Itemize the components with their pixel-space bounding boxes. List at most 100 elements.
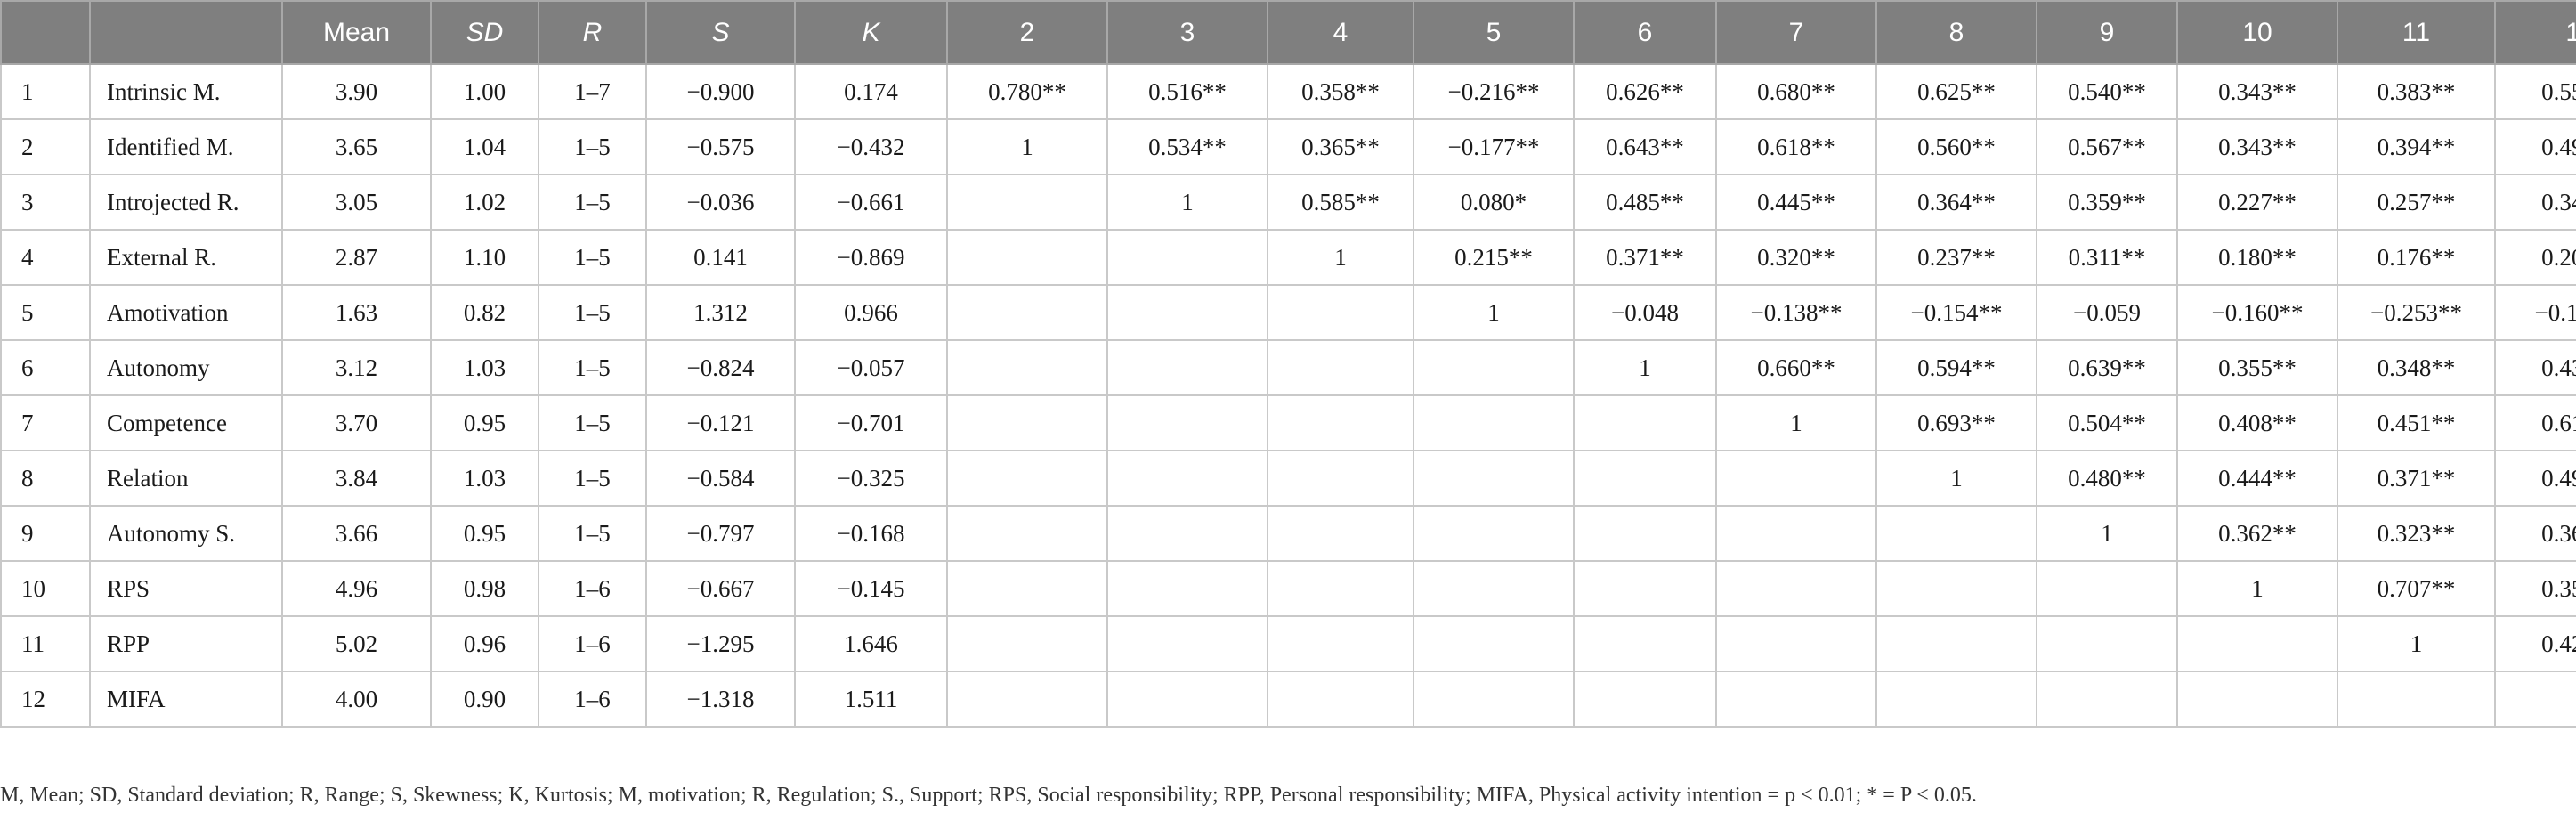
table-cell: 1 bbox=[1106, 174, 1268, 231]
table-cell: 0.257** bbox=[2337, 174, 2496, 231]
table-cell: 0.95 bbox=[430, 505, 539, 562]
row-number-cell: 12 bbox=[0, 671, 91, 728]
row-number-cell: 7 bbox=[0, 394, 91, 451]
variable-name-cell: Amotivation bbox=[89, 284, 283, 341]
table-cell: 0.95 bbox=[430, 394, 539, 451]
table-cell: −0.154** bbox=[1875, 284, 2037, 341]
variable-name-cell: RPS bbox=[89, 560, 283, 617]
table-cell bbox=[1106, 505, 1268, 562]
table-cell: 0.343** bbox=[2176, 63, 2338, 120]
table-cell bbox=[1875, 671, 2037, 728]
table-cell bbox=[946, 284, 1108, 341]
table-cell: 1.511 bbox=[794, 671, 948, 728]
table-cell bbox=[1573, 615, 1717, 672]
table-row: 6 Autonomy 3.12 1.03 1–5 −0.824 −0.057 1 0.660**… bbox=[0, 339, 2576, 396]
table-cell: 1–5 bbox=[538, 229, 647, 286]
variable-name-cell: Introjected R. bbox=[89, 174, 283, 231]
table-cell: −0.797 bbox=[645, 505, 796, 562]
table-cell bbox=[1267, 615, 1414, 672]
table-cell: 0.540** bbox=[2036, 63, 2178, 120]
table-cell: −0.701 bbox=[794, 394, 948, 451]
table-cell: 0.90 bbox=[430, 671, 539, 728]
table-row: 3 Introjected R. 3.05 1.02 1–5 −0.036 −0.661 1 0… bbox=[0, 174, 2576, 231]
table-cell bbox=[1875, 505, 2037, 562]
table-cell: 0.451** bbox=[2337, 394, 2496, 451]
table-cell bbox=[1413, 339, 1575, 396]
column-header: K bbox=[794, 0, 948, 65]
table-cell bbox=[1715, 671, 1877, 728]
table-cell: 0.364** bbox=[1875, 174, 2037, 231]
table-cell: 0.359** bbox=[2036, 174, 2178, 231]
table-cell: 3.90 bbox=[281, 63, 432, 120]
table-cell bbox=[1413, 450, 1575, 507]
table-cell bbox=[946, 505, 1108, 562]
table-cell bbox=[1573, 671, 1717, 728]
table-cell: −0.145** bbox=[2494, 284, 2576, 341]
table-cell: −0.177** bbox=[1413, 118, 1575, 175]
table-cell: 1–5 bbox=[538, 284, 647, 341]
table-cell: 1–5 bbox=[538, 505, 647, 562]
table-cell: 1.63 bbox=[281, 284, 432, 341]
table-cell bbox=[946, 174, 1108, 231]
column-header bbox=[0, 0, 91, 65]
column-header: 8 bbox=[1875, 0, 2037, 65]
table-cell: 1.312 bbox=[645, 284, 796, 341]
table-cell bbox=[1573, 505, 1717, 562]
table-cell: 1–6 bbox=[538, 615, 647, 672]
column-header bbox=[89, 0, 283, 65]
table-cell: 3.84 bbox=[281, 450, 432, 507]
table-cell: 1.03 bbox=[430, 339, 539, 396]
table-cell: 3.66 bbox=[281, 505, 432, 562]
variable-name-cell: RPP bbox=[89, 615, 283, 672]
table-cell: 1–5 bbox=[538, 174, 647, 231]
table-cell: 0.174 bbox=[794, 63, 948, 120]
table-cell: 3.12 bbox=[281, 339, 432, 396]
table-cell bbox=[1106, 615, 1268, 672]
column-header: Mean bbox=[281, 0, 432, 65]
table-header: MeanSDRSK23456789101112 bbox=[0, 0, 2576, 65]
table-cell: 0.96 bbox=[430, 615, 539, 672]
table-cell bbox=[946, 560, 1108, 617]
table-cell: 4.00 bbox=[281, 671, 432, 728]
table-cell: −0.160** bbox=[2176, 284, 2338, 341]
table-cell: −0.661 bbox=[794, 174, 948, 231]
table-cell: 0.348** bbox=[2337, 339, 2496, 396]
table-cell: −0.145 bbox=[794, 560, 948, 617]
table-cell: 0.693** bbox=[1875, 394, 2037, 451]
table-cell: 0.323** bbox=[2337, 505, 2496, 562]
table-cell: −0.584 bbox=[645, 450, 796, 507]
table-cell bbox=[1267, 284, 1414, 341]
table-cell bbox=[1267, 505, 1414, 562]
table-cell bbox=[1106, 229, 1268, 286]
table-cell: 1–5 bbox=[538, 394, 647, 451]
table-cell bbox=[1413, 615, 1575, 672]
column-header: S bbox=[645, 0, 796, 65]
table-cell: 0.408** bbox=[2176, 394, 2338, 451]
table-cell: −0.900 bbox=[645, 63, 796, 120]
table-cell: −0.575 bbox=[645, 118, 796, 175]
table-cell bbox=[1267, 339, 1414, 396]
table-cell bbox=[1106, 560, 1268, 617]
table-cell: 0.560** bbox=[1875, 118, 2037, 175]
row-number-cell: 8 bbox=[0, 450, 91, 507]
table-cell bbox=[1106, 284, 1268, 341]
row-number-cell: 11 bbox=[0, 615, 91, 672]
table-cell: 0.237** bbox=[1875, 229, 2037, 286]
table-cell: 0.200** bbox=[2494, 229, 2576, 286]
table-cell: 3.65 bbox=[281, 118, 432, 175]
row-number-cell: 9 bbox=[0, 505, 91, 562]
variable-name-cell: Intrinsic M. bbox=[89, 63, 283, 120]
table-cell: 0.445** bbox=[1715, 174, 1877, 231]
table-cell: 0.227** bbox=[2176, 174, 2338, 231]
table-cell bbox=[1106, 339, 1268, 396]
table-cell: −0.869 bbox=[794, 229, 948, 286]
table-cell: 0.394** bbox=[2337, 118, 2496, 175]
table-cell: 0.707** bbox=[2337, 560, 2496, 617]
variable-name-cell: Autonomy bbox=[89, 339, 283, 396]
table-cell bbox=[1715, 450, 1877, 507]
table-cell: 1.00 bbox=[430, 63, 539, 120]
table-cell: 0.355** bbox=[2176, 339, 2338, 396]
